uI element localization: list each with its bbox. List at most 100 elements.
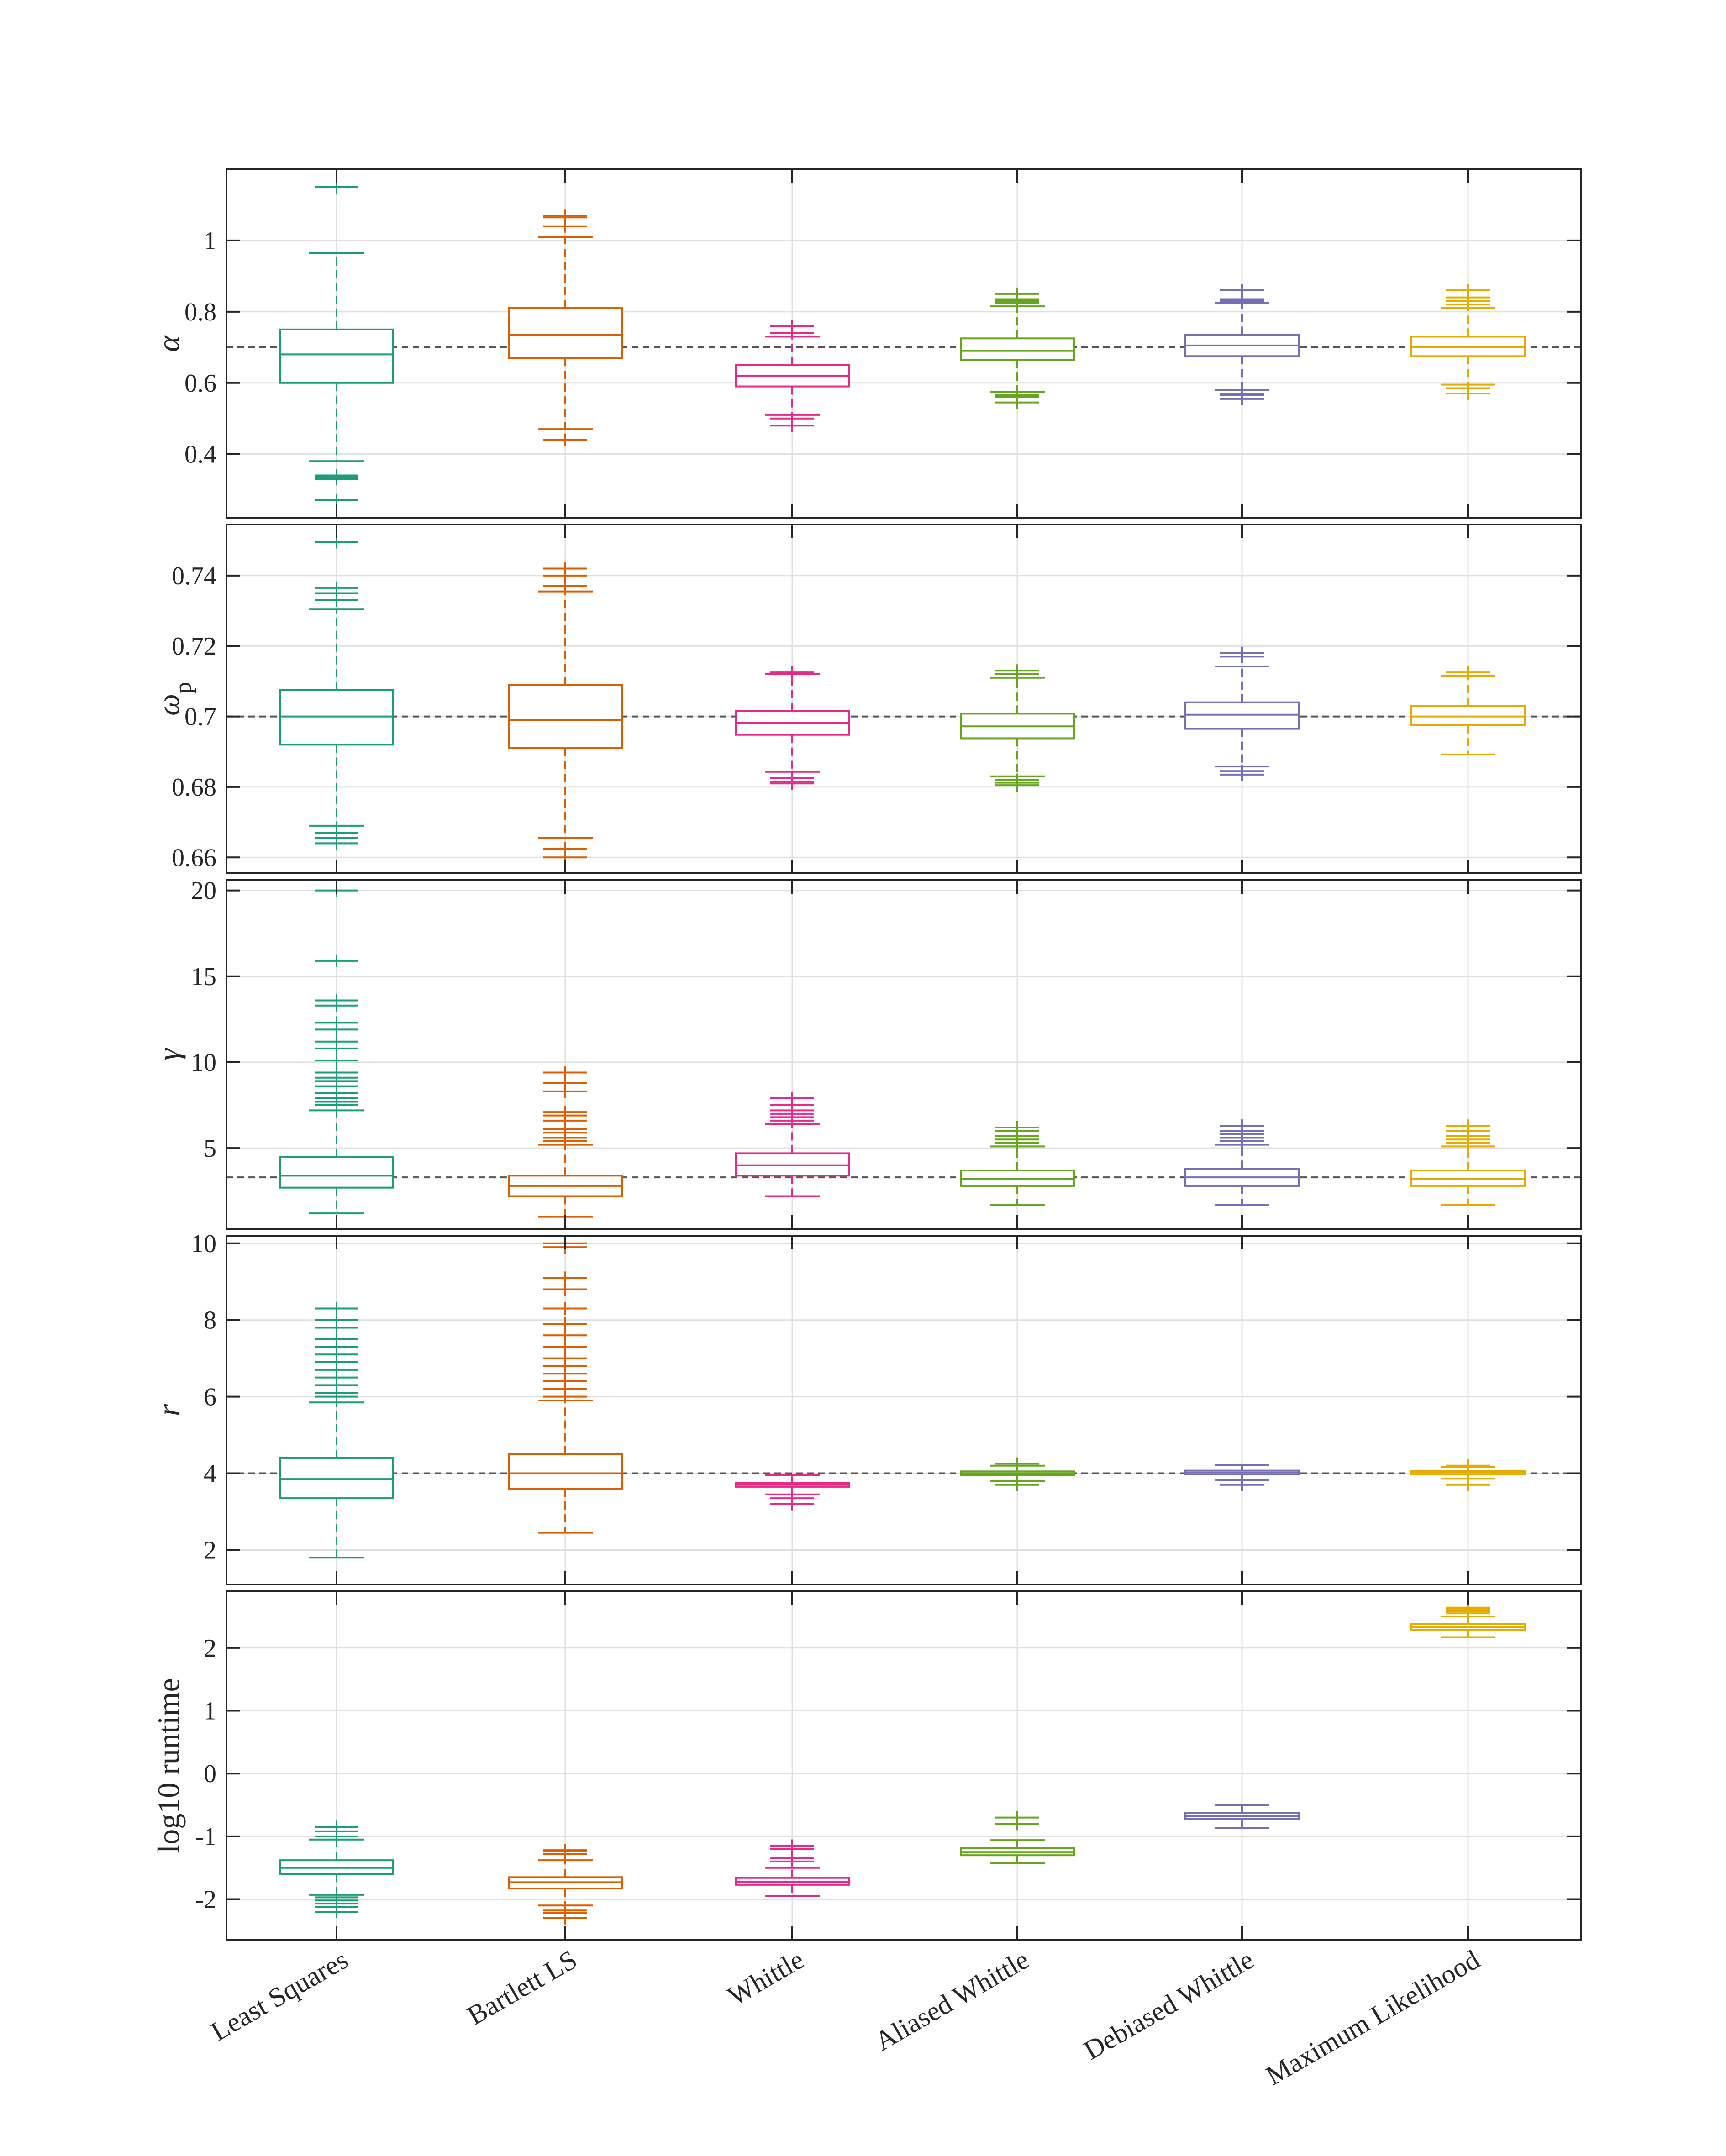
y-tick-label: 0.8 xyxy=(184,298,216,326)
outlier-marker xyxy=(543,1283,587,1296)
box-iqr xyxy=(508,307,623,359)
y-tick-label: -1 xyxy=(195,1823,216,1851)
outlier-marker xyxy=(1220,284,1264,297)
outlier-marker xyxy=(315,954,358,967)
panel-1: 0.4 0.6 0.8 1 α xyxy=(151,168,1582,519)
y-tick-label: 0.74 xyxy=(172,562,216,590)
outlier-marker xyxy=(995,779,1039,792)
box-iqr xyxy=(960,337,1075,361)
outlier-marker xyxy=(315,1302,358,1315)
outlier-marker xyxy=(1446,1478,1490,1491)
outlier-marker xyxy=(1446,387,1490,400)
box-4 xyxy=(960,1457,1075,1491)
outlier-marker xyxy=(543,1844,587,1857)
outlier-marker xyxy=(543,1271,587,1285)
outlier-marker xyxy=(995,664,1039,677)
y-tick-label: 6 xyxy=(204,1383,216,1411)
outlier-marker xyxy=(315,1332,358,1346)
outlier-marker xyxy=(543,1329,587,1342)
axes-frame xyxy=(226,1235,1582,1585)
box-3 xyxy=(735,1474,850,1511)
outlier-marker xyxy=(543,433,587,446)
y-tick-label: 8 xyxy=(204,1306,216,1335)
y-tick-label: 0.72 xyxy=(172,632,216,661)
outlier-marker xyxy=(770,320,814,333)
box-3 xyxy=(735,1091,850,1197)
y-tick-label: 5 xyxy=(204,1134,216,1163)
outlier-marker xyxy=(315,581,358,594)
axes-frame xyxy=(226,879,1582,1230)
box-iqr xyxy=(279,328,394,384)
outlier-marker xyxy=(315,1905,358,1919)
box-3 xyxy=(735,1839,850,1897)
box-iqr xyxy=(508,1453,623,1490)
outlier-marker xyxy=(1446,284,1490,297)
outlier-marker xyxy=(1220,392,1264,405)
outlier-marker xyxy=(315,472,358,486)
box-6 xyxy=(1410,666,1526,755)
panels-group: 0.40.60.81α0.660.680.70.720.74ωp5101520γ… xyxy=(151,168,1582,1941)
outlier-marker xyxy=(1220,1478,1264,1491)
box-4 xyxy=(960,1121,1075,1206)
box-2 xyxy=(508,1237,623,1534)
outlier-marker xyxy=(770,666,814,679)
outlier-marker xyxy=(315,1054,358,1067)
outlier-marker xyxy=(543,1911,587,1925)
box-6 xyxy=(1410,284,1526,400)
y-tick-label: 0.66 xyxy=(172,844,216,872)
y-tick-label: 1 xyxy=(204,1697,216,1726)
y-axis-label: α xyxy=(151,335,186,352)
outlier-marker xyxy=(770,1091,814,1105)
y-tick-label: 15 xyxy=(191,963,216,991)
box-4 xyxy=(960,1811,1075,1865)
box-2 xyxy=(508,1844,623,1925)
axes-frame xyxy=(226,524,1582,874)
box-1 xyxy=(279,180,394,507)
box-5 xyxy=(1184,284,1300,405)
y-axis-label: r xyxy=(151,1404,186,1416)
box-5 xyxy=(1184,1804,1300,1829)
outlier-marker xyxy=(1446,1119,1490,1133)
outlier-marker xyxy=(770,419,814,432)
box-1 xyxy=(279,1820,394,1919)
y-tick-label: 1 xyxy=(204,227,216,255)
box-1 xyxy=(279,884,394,1215)
y-tick-label: 10 xyxy=(191,1230,216,1258)
outlier-marker xyxy=(543,1340,587,1353)
outlier-marker xyxy=(995,1478,1039,1491)
outlier-marker xyxy=(315,1016,358,1029)
outlier-marker xyxy=(995,1121,1039,1134)
outlier-marker xyxy=(315,1066,358,1079)
box-4 xyxy=(960,287,1075,409)
y-tick-label: 0.7 xyxy=(184,703,216,731)
box-6 xyxy=(1410,1601,1526,1638)
y-axis-label: γ xyxy=(151,1047,186,1060)
box-iqr xyxy=(279,1457,394,1500)
box-5 xyxy=(1184,1464,1300,1491)
y-axis-label-subscript: p xyxy=(170,682,196,694)
outlier-marker xyxy=(1220,1119,1264,1133)
outlier-marker xyxy=(543,1302,587,1315)
outlier-marker xyxy=(315,837,358,850)
box-3 xyxy=(735,666,850,790)
outlier-marker xyxy=(995,1457,1039,1470)
outlier-marker xyxy=(1446,1459,1490,1472)
y-tick-label: 0 xyxy=(204,1760,216,1788)
y-tick-label: 2 xyxy=(204,1536,216,1564)
outlier-marker xyxy=(315,1035,358,1048)
outlier-marker xyxy=(1446,666,1490,679)
outlier-marker xyxy=(315,1820,358,1834)
y-tick-label: -2 xyxy=(195,1886,216,1914)
outlier-marker xyxy=(543,209,587,222)
outlier-marker xyxy=(543,1317,587,1331)
outlier-marker xyxy=(315,994,358,1007)
outlier-marker xyxy=(543,1106,587,1119)
box-3 xyxy=(735,320,850,432)
y-tick-label: 20 xyxy=(191,877,216,905)
outlier-marker xyxy=(770,1497,814,1511)
y-axis-label: log10 runtime xyxy=(151,1678,186,1853)
outlier-marker xyxy=(315,1313,358,1327)
outlier-marker xyxy=(770,777,814,790)
outlier-marker xyxy=(995,287,1039,300)
